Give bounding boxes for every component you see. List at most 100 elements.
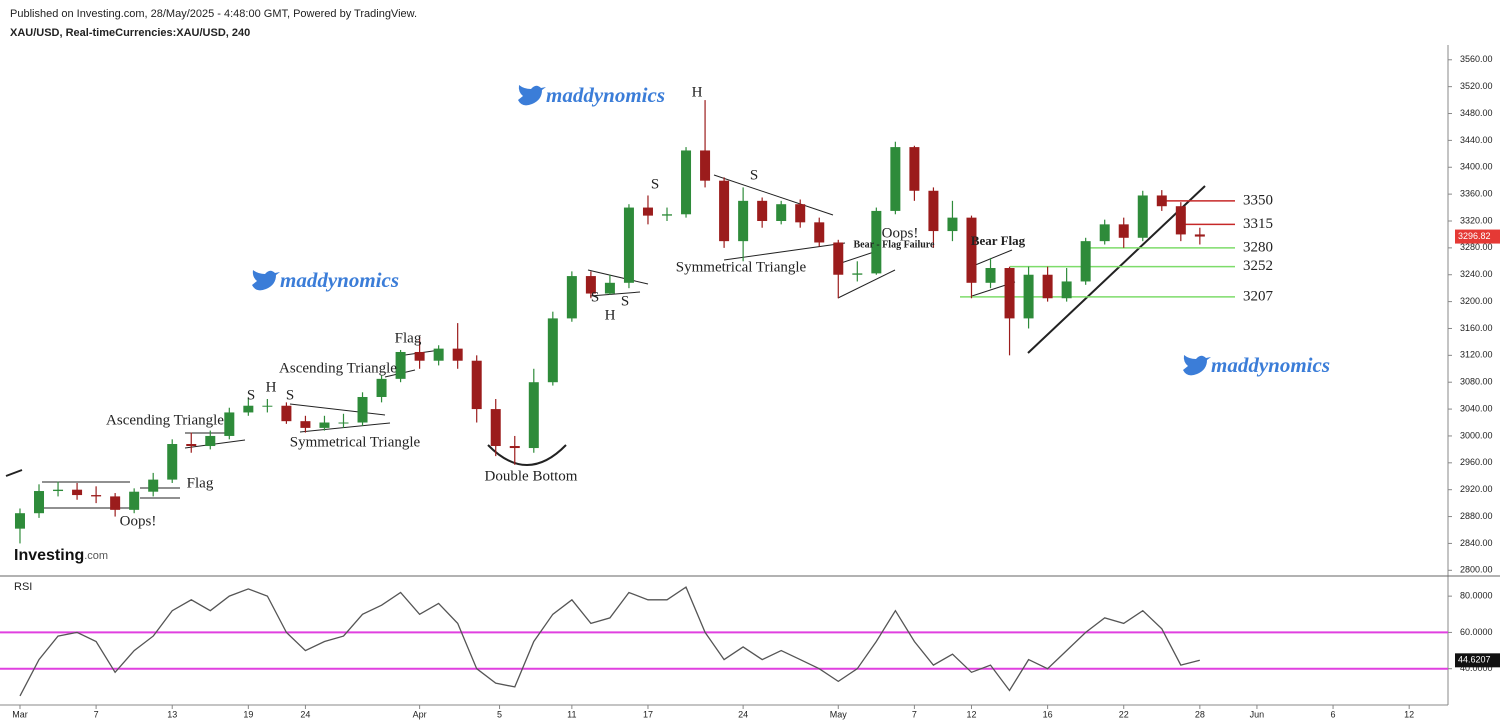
symbol-line: XAU/USD, Real-timeCurrencies:XAU/USD, 24… [10,27,250,39]
candle-body [357,396,368,423]
pattern-line [837,269,896,299]
y-tick-label: 3400.00 [1460,162,1493,172]
candle-body [681,150,692,215]
candle-body [281,405,292,422]
candle-body [604,282,615,294]
candle-body [14,513,25,529]
candle-body [890,147,901,211]
x-tick-label: 28 [1195,709,1205,719]
rsi-line [19,586,1200,697]
level-label: 3252 [1243,258,1273,274]
candle-body [509,446,520,449]
candle-body [452,348,463,361]
annotation: Ascending Triangle [106,412,224,428]
y-tick-label: 3360.00 [1460,189,1493,199]
candle-body [1137,195,1148,238]
candle-body [528,382,539,449]
rsi-title: RSI [14,581,32,593]
annotation: S [247,387,255,403]
annotation: H [266,379,277,395]
candle-body [262,405,273,407]
candle-body [662,214,673,216]
logo-main: Investing [14,547,84,564]
candle-body [909,147,920,191]
candle-body [376,378,387,397]
x-tick-label: Jun [1250,709,1265,719]
annotation: S [651,176,659,192]
candle-body [53,489,64,492]
candle-body [738,200,749,242]
candle-body [1175,206,1186,235]
y-tick-label: 3560.00 [1460,54,1493,64]
candle-body [1156,195,1167,207]
candle-body [91,495,102,497]
pattern-line [1027,185,1206,354]
candle-body [985,268,996,283]
candle-body [776,204,787,221]
candle-body [433,348,444,361]
candle-body [852,273,863,275]
logo-suffix: .com [84,550,108,562]
x-tick-label: 12 [1404,709,1414,719]
price-tag [1455,229,1500,244]
y-tick-label: 3240.00 [1460,269,1493,279]
candle-body [224,412,235,436]
rsi-tag-label: 44.6207 [1458,655,1491,665]
candle-body [129,491,140,510]
candle-body [300,421,311,428]
candle-body [186,444,197,447]
candle-body [338,422,349,424]
candle-body [947,217,958,232]
x-tick-label: 7 [94,709,99,719]
y-tick-label: 3520.00 [1460,81,1493,91]
x-tick-label: 12 [966,709,976,719]
level-label: 3350 [1243,192,1273,208]
watermark: maddynomics [280,268,399,292]
candle-body [1023,274,1034,319]
pattern-line [589,291,641,297]
candle-body [719,180,730,242]
annotation: S [621,293,629,309]
annotation: Symmetrical Triangle [290,434,421,450]
candle-body [490,409,501,447]
annotation: Double Bottom [485,468,578,484]
candle-body [1118,224,1129,238]
candle-body [1042,274,1053,299]
candle-body [471,360,482,410]
candle-body [585,276,596,294]
candle-body [871,210,882,274]
y-tick-label: 3200.00 [1460,296,1493,306]
y-tick-label: 3000.00 [1460,430,1493,440]
y-tick-label: 3080.00 [1460,377,1493,387]
watermark: maddynomics [1211,353,1330,377]
candle-body [700,150,711,181]
rsi-y-tick-label: 40.0000 [1460,663,1493,673]
bird-icon [252,270,280,291]
candle-body [319,422,330,428]
y-tick-label: 2960.00 [1460,457,1493,467]
price-tag-label: 3296.82 [1458,231,1491,241]
annotation: S [750,167,758,183]
pattern-line [299,422,391,433]
candle-body [167,444,178,480]
y-tick-label: 2840.00 [1460,538,1493,548]
logo: Investing.com [14,547,108,564]
publish-note: Published on Investing.com, 28/May/2025 … [10,8,417,20]
x-tick-label: 13 [167,709,177,719]
left-stub [5,469,23,477]
level-label: 3280 [1243,239,1273,255]
y-tick-label: 3320.00 [1460,215,1493,225]
annotation: Bear Flag [971,233,1026,248]
y-tick-label: 3480.00 [1460,108,1493,118]
candle-body [814,222,825,243]
x-tick-label: 24 [738,709,748,719]
x-tick-label: 22 [1119,709,1129,719]
annotation: H [605,307,616,323]
candle-body [642,207,653,216]
candle-body [148,479,159,492]
x-tick-label: May [830,709,848,719]
x-tick-label: Apr [413,709,427,719]
annotation: Flag [395,330,422,346]
candle-body [1004,268,1015,319]
